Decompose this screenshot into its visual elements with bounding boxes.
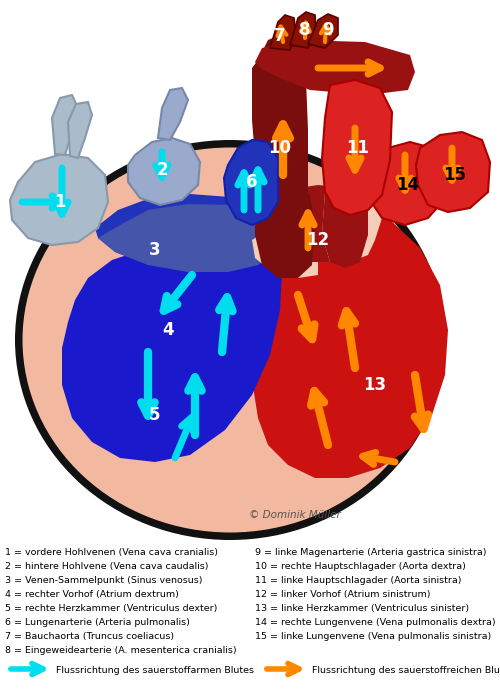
Text: 4: 4 [162, 321, 174, 339]
Polygon shape [128, 138, 200, 205]
Polygon shape [252, 35, 308, 195]
Text: 8 = Eingeweidearterie (A. mesenterica cranialis): 8 = Eingeweidearterie (A. mesenterica cr… [5, 646, 236, 655]
Text: 15: 15 [444, 166, 466, 184]
Polygon shape [322, 192, 368, 268]
Text: 10: 10 [268, 139, 291, 157]
Text: 6: 6 [246, 173, 258, 191]
Polygon shape [255, 40, 415, 95]
Text: 2: 2 [156, 161, 168, 179]
Text: Flussrichtung des sauerstoffarmen Blutes: Flussrichtung des sauerstoffarmen Blutes [56, 666, 254, 675]
Polygon shape [270, 15, 296, 50]
Text: 1 = vordere Hohlvenen (Vena cava cranialis): 1 = vordere Hohlvenen (Vena cava cranial… [5, 548, 218, 557]
Polygon shape [95, 194, 272, 272]
Text: 12: 12 [306, 231, 330, 249]
Text: 11 = linke Hauptschlagader (Aorta sinistra): 11 = linke Hauptschlagader (Aorta sinist… [255, 576, 462, 585]
Text: 1: 1 [54, 193, 66, 211]
Text: 12 = linker Vorhof (Atrium sinistrum): 12 = linker Vorhof (Atrium sinistrum) [255, 590, 430, 599]
Text: 5 = rechte Herzkammer (Ventriculus dexter): 5 = rechte Herzkammer (Ventriculus dexte… [5, 604, 218, 613]
Polygon shape [260, 185, 375, 262]
Text: Flussrichtung des sauerstoffreichen Blutes: Flussrichtung des sauerstoffreichen Blut… [312, 666, 500, 675]
Text: 8: 8 [299, 21, 311, 39]
Polygon shape [158, 88, 188, 140]
Polygon shape [255, 188, 315, 278]
Polygon shape [10, 154, 108, 245]
Polygon shape [252, 235, 318, 278]
Polygon shape [416, 132, 490, 212]
Polygon shape [322, 178, 382, 262]
Polygon shape [62, 242, 282, 462]
Polygon shape [308, 14, 338, 48]
Text: 6 = Lungenarterie (Arteria pulmonalis): 6 = Lungenarterie (Arteria pulmonalis) [5, 618, 190, 627]
Text: 11: 11 [346, 139, 370, 157]
Text: 3: 3 [149, 241, 161, 259]
Ellipse shape [22, 148, 438, 533]
Ellipse shape [15, 140, 445, 540]
Text: 9: 9 [322, 21, 334, 39]
Text: 4 = rechter Vorhof (Atrium dextrum): 4 = rechter Vorhof (Atrium dextrum) [5, 590, 179, 599]
Text: 7: 7 [274, 27, 286, 45]
Polygon shape [250, 200, 448, 478]
Text: 14: 14 [396, 176, 419, 194]
Polygon shape [224, 140, 278, 225]
Polygon shape [52, 95, 78, 155]
Text: 7 = Bauchaorta (Truncus coeliacus): 7 = Bauchaorta (Truncus coeliacus) [5, 632, 174, 641]
Text: 3 = Venen-Sammelpunkt (Sinus venosus): 3 = Venen-Sammelpunkt (Sinus venosus) [5, 576, 202, 585]
Polygon shape [68, 102, 92, 158]
Text: 13: 13 [364, 376, 386, 394]
Text: © Dominik Müller: © Dominik Müller [249, 510, 341, 520]
Text: 13 = linke Herzkammer (Ventriculus sinister): 13 = linke Herzkammer (Ventriculus sinis… [255, 604, 469, 613]
Text: 2 = hintere Hohlvene (Vena cava caudalis): 2 = hintere Hohlvene (Vena cava caudalis… [5, 562, 208, 571]
Polygon shape [322, 80, 392, 215]
Text: 9 = linke Magenarterie (Arteria gastrica sinistra): 9 = linke Magenarterie (Arteria gastrica… [255, 548, 486, 557]
Text: 14 = rechte Lungenvene (Vena pulmonalis dextra): 14 = rechte Lungenvene (Vena pulmonalis … [255, 618, 496, 627]
Text: 10 = rechte Hauptschlagader (Aorta dextra): 10 = rechte Hauptschlagader (Aorta dextr… [255, 562, 466, 571]
Polygon shape [98, 204, 272, 272]
Polygon shape [368, 142, 445, 225]
Polygon shape [290, 12, 316, 48]
Text: 15 = linke Lungenvene (Vena pulmonalis sinistra): 15 = linke Lungenvene (Vena pulmonalis s… [255, 632, 491, 641]
Text: 5: 5 [149, 406, 161, 424]
